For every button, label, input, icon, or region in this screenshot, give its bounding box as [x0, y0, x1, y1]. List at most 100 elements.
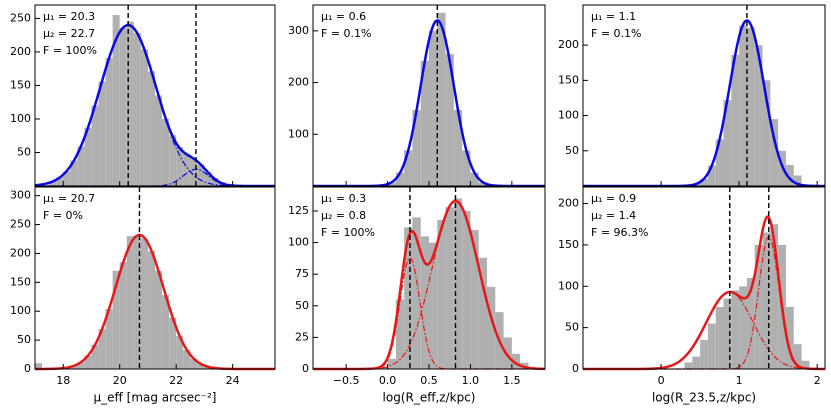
histogram-bar: [684, 362, 693, 369]
histogram-bar: [126, 21, 134, 186]
y-tick-label: 0: [302, 362, 309, 375]
x-tick-label: 20: [113, 374, 127, 387]
y-tick-label: 150: [10, 78, 31, 91]
y-tick-label: 200: [558, 197, 579, 210]
histogram-bar: [754, 45, 763, 187]
y-tick-label: 100: [10, 112, 31, 125]
y-tick-label: 50: [17, 145, 31, 158]
y-tick-label: 100: [288, 236, 309, 249]
histogram-bar: [801, 360, 810, 369]
histogram-bar: [404, 227, 413, 369]
histogram-bar: [429, 242, 438, 369]
y-tick-label: 100: [10, 304, 31, 317]
histogram-bar: [739, 286, 747, 369]
histogram-bar: [112, 270, 120, 369]
histogram-bar: [155, 270, 163, 369]
y-tick-label: 50: [295, 299, 309, 312]
fit-total: [583, 19, 825, 188]
y-tick-label: 150: [10, 275, 31, 288]
histogram-bar: [420, 60, 429, 187]
histogram-bar: [470, 172, 479, 186]
histogram-bar: [395, 299, 405, 369]
histogram-bar: [770, 119, 779, 186]
y-tick-label: 125: [288, 204, 309, 217]
histogram-bar: [437, 219, 446, 369]
annotation: F = 0.1%: [591, 27, 641, 40]
x-tick-label: 0.0: [379, 374, 397, 387]
y-tick-label: 200: [10, 45, 31, 58]
histogram-bar: [190, 158, 198, 186]
histogram-bar: [700, 340, 708, 369]
annotation: μ₁ = 1.1: [591, 10, 636, 23]
histogram-bar: [91, 344, 99, 369]
y-tick-label: 300: [10, 189, 31, 202]
histogram-bar: [487, 286, 496, 369]
histogram-bar: [84, 355, 92, 369]
y-tick-label: 150: [558, 238, 579, 251]
histogram-bar: [785, 164, 794, 186]
histogram-bar: [126, 236, 134, 369]
y-tick-label: 200: [288, 76, 309, 89]
histogram-bar: [133, 235, 141, 369]
histogram-bar: [140, 238, 148, 369]
histogram-bar: [739, 25, 747, 187]
histogram-bar: [762, 80, 771, 186]
y-tick-label: 150: [558, 73, 579, 86]
y-tick-label: 100: [558, 109, 579, 122]
histogram-bar: [155, 95, 163, 186]
annotation: μ₁ = 0.3: [321, 192, 366, 205]
histogram-bar: [176, 147, 184, 186]
histogram-bar: [190, 358, 198, 369]
y-tick-label: 200: [10, 246, 31, 259]
histogram-bar: [754, 244, 763, 369]
annotation: F = 0.1%: [321, 27, 371, 40]
histogram-bar: [105, 308, 113, 369]
histogram-bar: [98, 81, 106, 186]
x-tick-label: 22: [169, 374, 183, 387]
histogram-bar: [793, 175, 802, 186]
histogram-bar: [731, 55, 740, 186]
histogram-bar: [35, 363, 43, 369]
x-tick-label: 1: [736, 374, 743, 387]
histogram-bar: [462, 211, 471, 369]
histogram-bar: [204, 171, 212, 186]
histogram-bar: [105, 57, 113, 186]
histogram-bar: [453, 198, 463, 369]
y-tick-label: 200: [558, 38, 579, 51]
x-tick-label: 2: [814, 374, 821, 387]
histogram-bar: [140, 49, 148, 186]
histogram-bar: [511, 353, 521, 369]
histogram-bar: [63, 171, 71, 186]
histogram-bar: [785, 306, 794, 369]
x-axis-label: log(R_eff,z/kpc): [383, 391, 476, 405]
histogram-bar: [169, 135, 177, 186]
histogram-bar: [70, 160, 78, 186]
x-tick-label: 0: [658, 374, 665, 387]
histogram-bar: [387, 358, 396, 369]
histogram-bar: [420, 236, 429, 369]
histogram-bar: [176, 336, 184, 369]
y-tick-label: 100: [558, 279, 579, 292]
y-tick-label: 50: [17, 333, 31, 346]
histogram-bar: [56, 177, 64, 186]
y-tick-label: 0: [24, 362, 31, 375]
axes-frame: [34, 4, 276, 187]
histogram-bar: [211, 177, 219, 186]
x-axis-label: μ_eff [mag arcsec⁻²]: [94, 391, 217, 405]
histogram-bar: [119, 27, 127, 187]
y-tick-label: 75: [295, 267, 309, 280]
histogram-bar: [770, 224, 779, 369]
annotation: μ₁ = 0.6: [321, 10, 366, 23]
histogram-bar: [453, 109, 463, 186]
annotation: μ₂ = 22.7: [43, 27, 95, 40]
axes-frame: [582, 4, 826, 187]
annotation: μ₂ = 0.8: [321, 209, 366, 222]
x-tick-label: −0.5: [333, 374, 360, 387]
annotation: F = 100%: [43, 44, 97, 57]
y-tick-label: 250: [10, 11, 31, 24]
axes-frame: [582, 186, 826, 370]
histogram-bar: [84, 127, 92, 186]
y-tick-label: 25: [295, 330, 309, 343]
